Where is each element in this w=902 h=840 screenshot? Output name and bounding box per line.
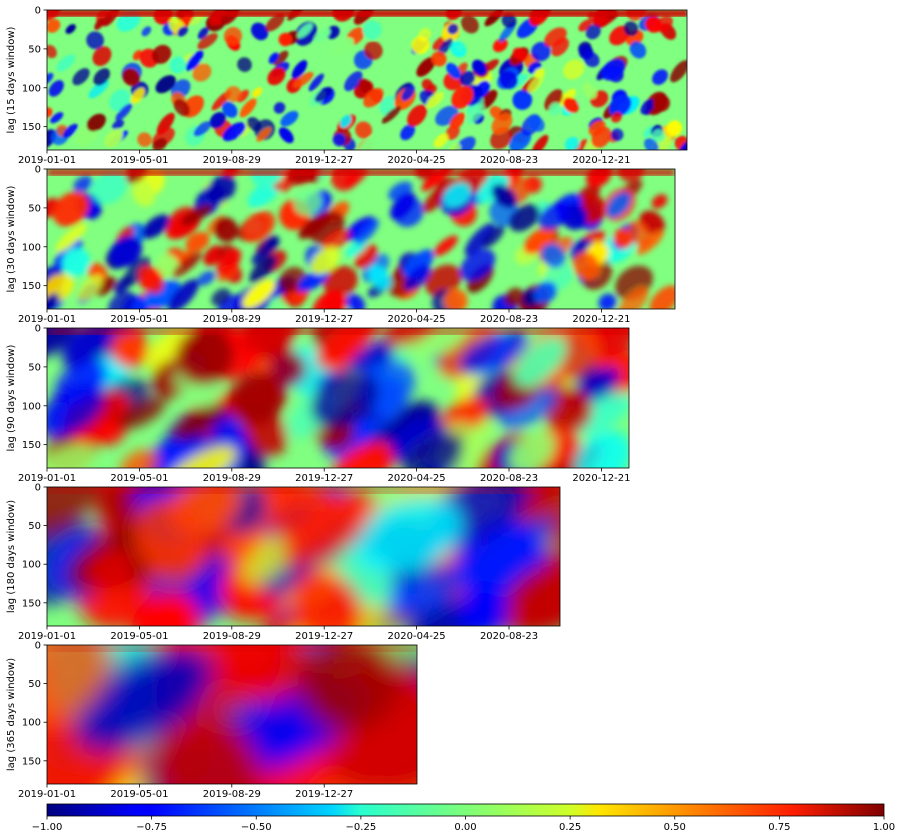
y-axis-label: lag (30 days window) (6, 185, 17, 292)
y-tick-label: 0 (35, 483, 41, 494)
x-tick-label: 2019-05-01 (110, 631, 168, 642)
colorbar-tick-label: −0.75 (136, 822, 167, 833)
y-tick-label: 50 (28, 521, 41, 532)
x-tick-label: 2019-08-29 (203, 789, 261, 800)
x-tick-label: 2020-08-23 (480, 473, 538, 484)
y-tick-label: 0 (35, 324, 41, 335)
plot-frame (46, 486, 561, 627)
x-tick-label: 2020-04-25 (388, 473, 446, 484)
heatmap-cells-3 (47, 328, 629, 468)
y-tick-label: 50 (28, 679, 41, 690)
x-tick-label: 2019-08-29 (203, 155, 261, 166)
heatmap-panel-2: 0 50 100 150 2019-01-01 2019-05-01 2019-08-29 2… (6, 165, 676, 325)
y-tick-label: 100 (22, 718, 41, 729)
x-tick-label: 2020-08-23 (480, 155, 538, 166)
x-tick-label: 2019-01-01 (18, 314, 76, 325)
x-tick-label: 2019-05-01 (110, 155, 168, 166)
colorbar-tick-label: 1.00 (873, 822, 895, 833)
y-tick-label: 0 (35, 165, 41, 176)
x-tick-label: 2019-08-29 (203, 473, 261, 484)
heatmap-panel-4: 0 50 100 150 2019-01-01 2019-05-01 2019-08-29 2… (6, 483, 561, 642)
x-tick-label: 2019-01-01 (18, 473, 76, 484)
y-tick-label: 150 (22, 281, 41, 292)
y-tick-label: 150 (22, 440, 41, 451)
y-tick-label: 150 (22, 598, 41, 609)
x-tick-label: 2019-12-27 (295, 789, 353, 800)
y-tick-label: 0 (35, 641, 41, 652)
y-tick-label: 100 (22, 83, 41, 94)
x-tick-label: 2019-01-01 (18, 155, 76, 166)
x-tick-label: 2019-08-29 (203, 314, 261, 325)
colorbar-tick-label: −1.00 (32, 822, 63, 833)
x-tick-label: 2020-04-25 (388, 155, 446, 166)
heatmap-cells-5 (47, 645, 417, 784)
x-tick-label: 2020-08-23 (480, 314, 538, 325)
y-tick-label: 50 (28, 44, 41, 55)
y-axis-label: lag (90 days window) (6, 344, 17, 451)
y-tick-label: 50 (28, 362, 41, 373)
colorbar-gradient (46, 803, 885, 817)
y-tick-label: 50 (28, 203, 41, 214)
y-tick-label: 100 (22, 560, 41, 571)
y-axis-label: lag (15 days window) (6, 26, 17, 133)
colorbar-tick-label: 0.50 (664, 822, 686, 833)
x-tick-label: 2020-04-25 (388, 314, 446, 325)
x-tick-label: 2019-05-01 (110, 789, 168, 800)
x-tick-label: 2019-12-27 (295, 314, 353, 325)
plot-frame (46, 168, 676, 310)
x-tick-label: 2019-12-27 (295, 473, 353, 484)
x-tick-label: 2019-05-01 (110, 473, 168, 484)
plot-frame (46, 9, 688, 151)
heatmap-cells-1 (47, 10, 687, 150)
heatmap-panel-3: 0 50 100 150 2019-01-01 2019-05-01 2019-08-29 2… (6, 324, 630, 485)
x-tick-label: 2019-05-01 (110, 314, 168, 325)
heatmap-cells-4 (47, 487, 560, 626)
colorbar-tick-label: 0.00 (454, 822, 476, 833)
x-tick-label: 2020-04-25 (388, 631, 446, 642)
plot-frame (46, 327, 630, 469)
x-tick-label: 2020-08-23 (480, 631, 538, 642)
y-axis-label: lag (180 days window) (6, 500, 17, 613)
x-tick-label: 2019-12-27 (295, 631, 353, 642)
y-tick-label: 100 (22, 401, 41, 412)
colorbar-tick-label: 0.25 (559, 822, 581, 833)
colorbar-tick-label: 0.75 (768, 822, 790, 833)
y-tick-label: 0 (35, 6, 41, 17)
x-tick-label: 2019-12-27 (295, 155, 353, 166)
x-tick-label: 2019-08-29 (203, 631, 261, 642)
heatmap-panel-1: 0 50 100 150 2019-01-01 2019-05-01 2019-08-29 2… (6, 6, 688, 166)
y-tick-label: 150 (22, 122, 41, 133)
x-tick-label: 2019-01-01 (18, 789, 76, 800)
colorbar-tick-label: −0.25 (346, 822, 377, 833)
y-tick-label: 100 (22, 242, 41, 253)
y-axis-label: lag (365 days window) (6, 658, 17, 771)
x-tick-label: 2019-01-01 (18, 631, 76, 642)
heatmap-panel-5: 0 50 100 150 2019-01-01 2019-05-01 2019-08-29 2… (6, 641, 418, 800)
y-tick-label: 150 (22, 756, 41, 767)
heatmap-cells-2 (47, 169, 675, 309)
x-tick-label: 2020-12-21 (572, 473, 630, 484)
x-tick-label: 2020-12-21 (572, 314, 630, 325)
x-tick-label: 2020-12-21 (572, 155, 630, 166)
colorbar-tick-label: −0.50 (241, 822, 272, 833)
colorbar: −1.00 −0.75 −0.50 −0.25 0.00 0.25 0.50 0.75 1.00 (32, 803, 895, 833)
